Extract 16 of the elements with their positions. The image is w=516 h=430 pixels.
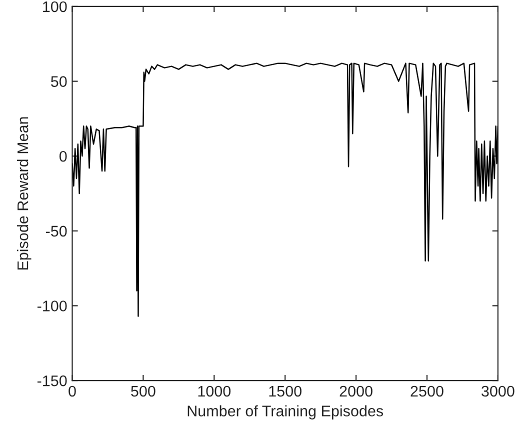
x-tick-label: 1500 [269, 386, 302, 397]
y-tick-label: 0 [59, 150, 67, 162]
y-axis-title: Episode Reward Mean [17, 117, 32, 270]
x-tick-label: 2500 [410, 386, 444, 397]
y-tick-label: 50 [51, 76, 67, 87]
x-tick-label: 0 [68, 386, 76, 397]
y-tick-label: -50 [46, 226, 67, 237]
x-axis-title: Number of Training Episodes [188, 405, 384, 420]
y-tick-label: -150 [37, 375, 67, 386]
line-series [72, 62, 498, 317]
y-tick-label: -100 [37, 300, 67, 312]
x-tick-label: 500 [131, 386, 156, 397]
x-tick-label: 3000 [482, 386, 514, 397]
x-tick-label: 1000 [198, 386, 231, 397]
y-tick-label: 100 [43, 1, 67, 12]
x-tick-label: 2000 [340, 386, 372, 397]
